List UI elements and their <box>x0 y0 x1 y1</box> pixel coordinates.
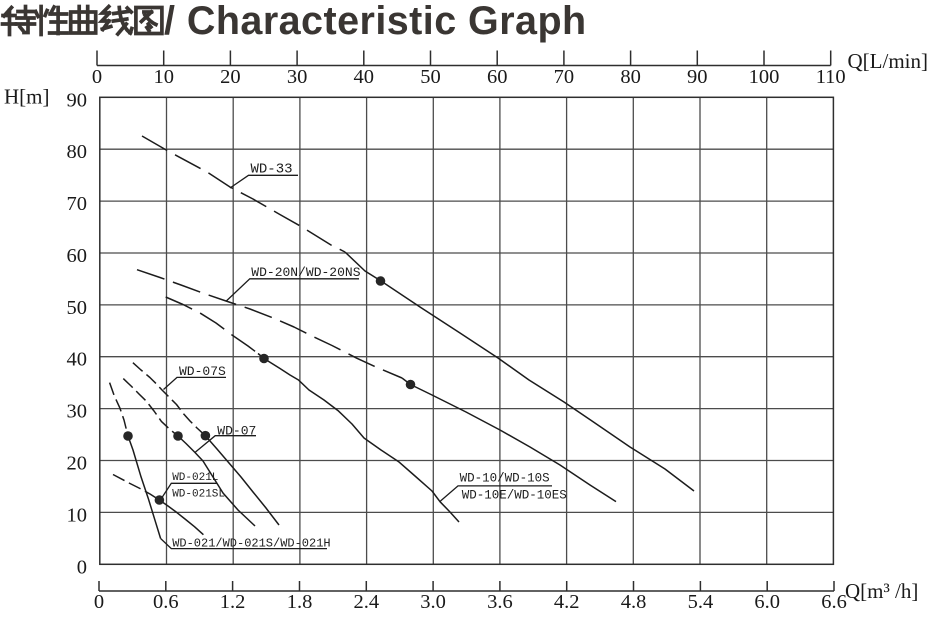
svg-text:40: 40 <box>354 66 375 88</box>
svg-text:80: 80 <box>620 66 641 88</box>
svg-text:70: 70 <box>554 66 575 88</box>
svg-text:30: 30 <box>287 66 308 88</box>
svg-text:0: 0 <box>94 591 104 613</box>
svg-text:1.2: 1.2 <box>220 591 246 613</box>
svg-text:110: 110 <box>816 66 846 88</box>
svg-text:90: 90 <box>687 66 708 88</box>
svg-text:WD-021L: WD-021L <box>172 472 218 484</box>
svg-text:10: 10 <box>67 504 88 526</box>
svg-text:0.6: 0.6 <box>153 591 179 613</box>
svg-text:WD-07: WD-07 <box>217 423 256 438</box>
svg-text:60: 60 <box>487 66 508 88</box>
svg-text:90: 90 <box>67 89 88 111</box>
svg-text:0: 0 <box>92 66 102 88</box>
svg-text:WD-021SL: WD-021SL <box>172 488 225 500</box>
svg-text:10: 10 <box>153 66 174 88</box>
svg-text:WD-33: WD-33 <box>251 161 293 177</box>
svg-text:20: 20 <box>220 66 241 88</box>
svg-text:4.2: 4.2 <box>554 591 580 613</box>
svg-text:/ Characteristic Graph: / Characteristic Graph <box>164 0 587 43</box>
svg-text:2.4: 2.4 <box>353 591 379 613</box>
svg-text:3.6: 3.6 <box>487 591 513 613</box>
svg-text:6.0: 6.0 <box>754 591 780 613</box>
svg-text:1.8: 1.8 <box>287 591 313 613</box>
svg-text:H[m]: H[m] <box>4 85 50 109</box>
svg-text:20: 20 <box>67 453 88 475</box>
svg-text:WD-021/WD-021S/WD-021H: WD-021/WD-021S/WD-021H <box>172 536 330 550</box>
svg-text:0: 0 <box>77 556 87 578</box>
svg-text:4.8: 4.8 <box>621 591 647 613</box>
svg-text:50: 50 <box>67 297 88 319</box>
svg-text:6.6: 6.6 <box>821 591 847 613</box>
svg-text:WD-07S: WD-07S <box>179 364 226 379</box>
svg-text:100: 100 <box>749 66 780 88</box>
svg-text:30: 30 <box>67 401 88 423</box>
svg-text:70: 70 <box>67 193 88 215</box>
svg-text:WD-10/WD-10S: WD-10/WD-10S <box>460 472 550 486</box>
svg-text:WD-10E/WD-10ES: WD-10E/WD-10ES <box>462 489 567 503</box>
svg-text:5.4: 5.4 <box>688 591 714 613</box>
svg-text:40: 40 <box>67 349 88 371</box>
svg-text:Q[m³ /h]: Q[m³ /h] <box>845 579 918 603</box>
svg-text:Q[L/min]: Q[L/min] <box>848 49 928 73</box>
svg-text:80: 80 <box>67 141 88 163</box>
svg-text:WD-20N/WD-20NS: WD-20N/WD-20NS <box>251 265 360 280</box>
svg-text:3.0: 3.0 <box>420 591 446 613</box>
svg-text:60: 60 <box>67 245 88 267</box>
svg-text:50: 50 <box>420 66 441 88</box>
